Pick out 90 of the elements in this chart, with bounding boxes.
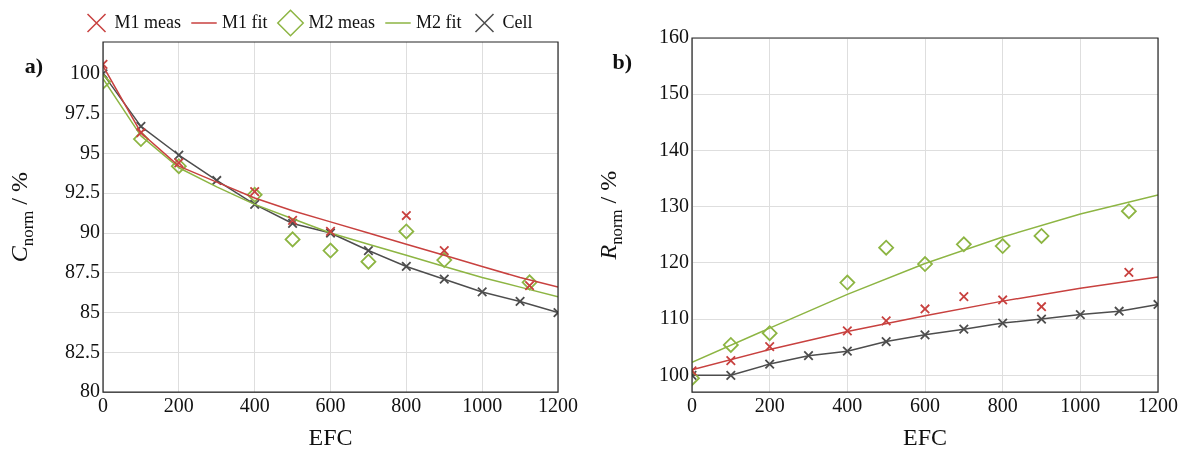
point [958,324,969,335]
point [360,253,377,270]
point [1075,309,1086,320]
y-tick-label: 150 [659,81,689,104]
legend-label: M2 meas [308,11,375,32]
point [994,238,1011,254]
point [997,317,1008,329]
y-tick-label: 160 [659,25,689,48]
x-tick-label: 800 [391,394,422,417]
x-tick-label: 600 [315,394,346,417]
point [439,274,450,285]
legend-label: M1 fit [222,11,268,32]
point [135,127,147,138]
point [1033,228,1050,244]
y-tick-label: 82.5 [65,339,100,362]
y-tick-label: 120 [659,250,689,273]
point [764,358,775,370]
point [917,256,933,272]
x-tick-label: 200 [754,394,785,417]
point [803,350,814,361]
x-tick-label: 1200 [538,394,578,417]
y-tick-label: 100 [70,61,100,84]
x-tick-label: 1200 [1138,394,1178,417]
x-tick-label: 400 [239,394,270,417]
point [958,291,969,302]
point [284,231,301,248]
x-tick-label: 800 [987,394,1018,417]
point [955,236,972,253]
x-axis-title: EFC [308,423,353,450]
point [246,186,263,203]
point [878,239,895,256]
point [842,346,853,357]
y-axis-title: Cnorm / % [6,172,37,263]
point [363,245,374,256]
x-axis-title: EFC [902,423,948,450]
point [249,199,260,210]
text: a) [24,52,43,78]
point [839,274,856,291]
point [401,210,412,221]
x-tick-label: 1000 [462,394,503,417]
point [401,261,412,272]
y-tick-label: 100 [659,362,689,385]
x-tick-label: 600 [910,394,940,417]
point [1123,267,1135,278]
point [842,325,853,337]
point [919,329,931,340]
point [514,296,526,307]
point [725,355,736,366]
x-tick-label: 1000 [1060,394,1101,417]
point [322,242,339,259]
point [439,245,450,256]
point [1036,301,1047,312]
y-tick-label: 130 [659,193,689,216]
y-tick-label: 92.5 [65,180,100,203]
point [761,325,778,342]
point [436,252,453,268]
y-tick-label: 90 [80,220,100,243]
point [881,336,892,347]
point [173,149,184,161]
y-tick-label: 97.5 [65,100,100,123]
x-tick-label: 200 [163,394,194,417]
point [477,286,488,298]
point [170,158,187,175]
point [919,303,931,315]
point [211,175,222,186]
y-tick-label: 80 [80,379,100,402]
y-tick-label: 110 [659,306,689,329]
point [133,131,149,147]
y-tick-label: 85 [80,299,100,322]
x-tick-label: 0 [687,394,697,417]
x-tick-label: 0 [98,394,108,417]
y-axis-title: Rnorm / % [595,170,626,261]
point [1036,313,1047,325]
y-tick-label: 87.5 [65,260,100,283]
point [398,223,415,240]
point [1120,203,1137,220]
x-tick-label: 400 [832,394,863,417]
point [722,337,739,353]
point [764,341,775,352]
legend-label: Cell [502,11,533,32]
point [521,274,538,291]
legend-label: M2 fit [415,11,462,32]
point [881,315,892,326]
legend-label: M1 meas [114,11,182,32]
point [997,294,1008,306]
y-tick-label: 140 [659,137,689,160]
point [1114,306,1125,317]
y-tick-label: 95 [80,140,100,163]
text: b) [612,48,632,74]
point [725,370,736,381]
